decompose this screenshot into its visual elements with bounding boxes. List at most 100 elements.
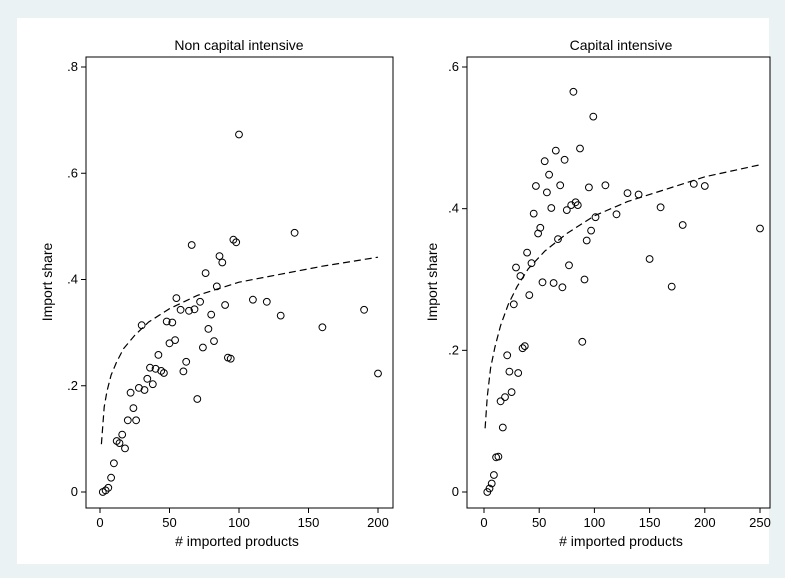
scatter-point-right [560, 155, 569, 164]
scatter-point-right [589, 112, 598, 121]
scatter-point-left [318, 323, 327, 332]
scatter-point-right [503, 351, 512, 360]
scatter-point-left [215, 252, 224, 261]
scatter-point-left [221, 301, 230, 309]
scatter-point-left [193, 395, 202, 403]
scatter-point-left [218, 258, 227, 267]
scatter-point-left [276, 311, 285, 320]
scatter-point-right [582, 236, 591, 245]
scatter-point-right [540, 157, 549, 166]
scatter-point-right [507, 388, 516, 397]
plot-frame-right [466, 56, 771, 509]
scatter-point-left [110, 459, 118, 468]
scatter-point-left [249, 295, 257, 304]
scatter-point-right [554, 235, 562, 244]
scatter-point-left [137, 321, 146, 330]
scatter-points-right [483, 87, 764, 496]
scatter-point-right [569, 87, 578, 96]
scatter-point-right [689, 180, 698, 188]
scatter-point-left [168, 318, 177, 327]
scatter-point-right [525, 291, 534, 300]
scatter-point-right [587, 226, 595, 235]
scatter-point-left [107, 473, 115, 482]
scatter-point-left [290, 228, 299, 237]
scatter-point-left [179, 367, 188, 376]
scatter-point-right [520, 342, 529, 351]
scatter-point-right [545, 170, 553, 179]
scatter-point-right [634, 190, 643, 199]
scatter-point-left [196, 297, 205, 306]
scatter-point-left [132, 416, 141, 425]
scatter-point-left [262, 297, 271, 306]
scatter-point-right [667, 282, 676, 291]
scatter-point-right [523, 248, 531, 257]
scatter-point-right [700, 182, 709, 190]
scatter-point-right [536, 223, 545, 232]
scatter-point-right [578, 337, 587, 346]
y-tick-label-left: .2 [67, 378, 78, 393]
x-tick-label-right: 50 [532, 515, 546, 530]
x-tick-label-right: 150 [639, 515, 661, 530]
panel-non-capital-intensive: Non capital intensive # imported product… [39, 37, 394, 549]
scatter-point-right [551, 146, 560, 155]
scatter-point-left [143, 374, 152, 383]
scatter-point-left [232, 238, 241, 247]
scatter-point-left [157, 367, 166, 375]
x-axis-title-right: # imported products [559, 533, 683, 549]
scatter-point-right [514, 369, 523, 377]
scatter-point-left [199, 343, 207, 352]
scatter-point-left [360, 305, 369, 314]
scatter-point-right [501, 393, 509, 402]
y-axis-title-left: Import share [39, 242, 55, 321]
scatter-point-right [601, 181, 610, 190]
axis-ticks-left: 0 .2 .4 .6 .8 0 50 100 150 200 [67, 59, 389, 530]
scatter-point-right [538, 278, 547, 287]
scatter-point-left [229, 235, 238, 244]
scatter-point-left [148, 380, 157, 389]
panel-capital-intensive: Capital intensive # imported products Im… [424, 37, 771, 549]
scatter-point-right [562, 206, 571, 215]
scatter-point-right [549, 279, 558, 287]
y-tick-label-right: 0 [452, 484, 459, 499]
scatter-point-right [512, 263, 520, 272]
scatter-point-left [172, 294, 181, 303]
y-tick-label-left: 0 [71, 484, 78, 499]
scatter-point-right [573, 201, 582, 210]
y-axis-title-right: Import share [424, 242, 440, 321]
scatter-point-right [547, 204, 556, 212]
scatter-point-left [135, 384, 143, 392]
scatter-point-right [591, 213, 600, 222]
panel-title-right: Capital intensive [570, 37, 673, 53]
scatter-point-left [176, 305, 185, 314]
scatter-point-left [123, 416, 132, 425]
x-axis-title-left: # imported products [175, 533, 299, 549]
scatter-point-left [226, 354, 235, 363]
scatter-point-right [756, 224, 764, 233]
scatter-point-left [121, 444, 129, 453]
scatter-point-right [558, 283, 567, 292]
scatter-point-left [154, 351, 163, 359]
scatter-point-right [645, 255, 654, 263]
x-tick-label-left: 0 [96, 515, 103, 530]
x-tick-label-left: 150 [298, 515, 320, 530]
x-tick-label-right: 200 [694, 515, 716, 530]
scatter-point-left [140, 386, 149, 394]
panel-title-left: Non capital intensive [174, 37, 303, 53]
x-tick-label-left: 200 [367, 515, 389, 530]
scatter-point-left [162, 317, 171, 326]
scatter-point-right [678, 221, 687, 229]
scatter-point-right [485, 484, 494, 493]
scatter-point-right [529, 209, 538, 218]
scatter-point-left [185, 306, 193, 315]
scatter-point-left [210, 337, 218, 346]
scatter-point-left [171, 336, 180, 345]
scatter-point-right [576, 144, 584, 153]
scatter-point-right [518, 344, 527, 353]
scatter-point-right [516, 272, 525, 280]
scatter-point-left [190, 305, 199, 314]
scatter-point-left [204, 325, 213, 333]
scatter-point-left [374, 369, 382, 378]
y-tick-label-left: .4 [67, 272, 78, 287]
x-tick-label-left: 100 [228, 515, 250, 530]
